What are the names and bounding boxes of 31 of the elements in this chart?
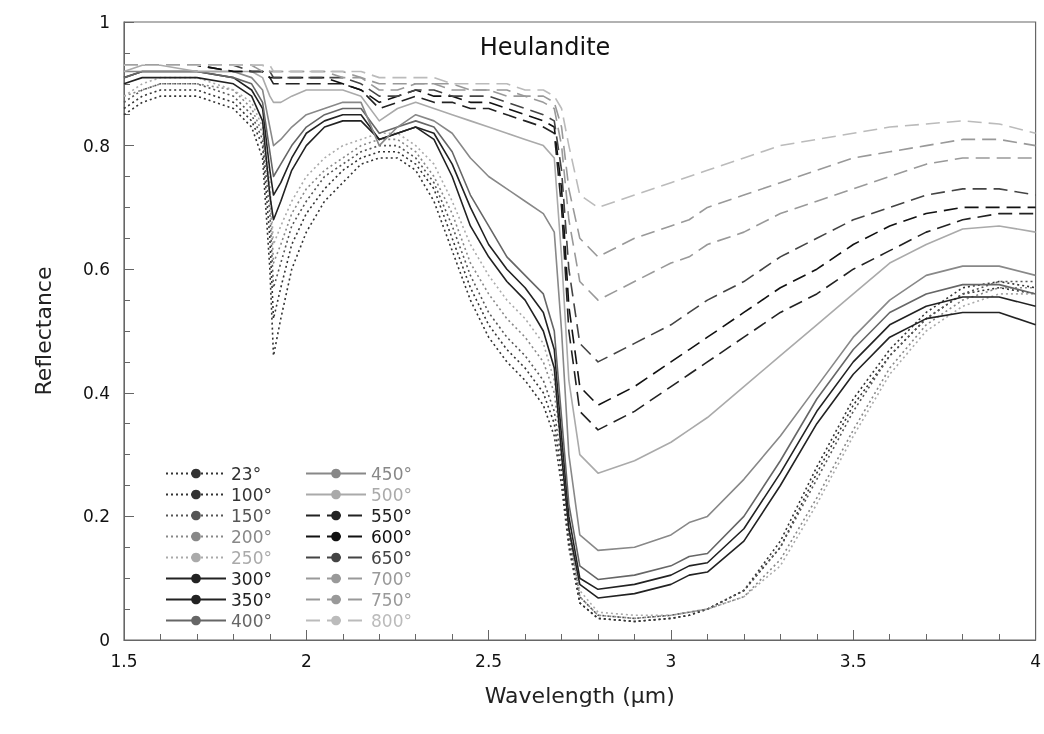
legend-label: 150°	[231, 505, 272, 526]
x-tick-label: 4	[1030, 650, 1042, 671]
text: Heulandite	[479, 33, 611, 61]
legend-label: 400°	[231, 610, 272, 631]
legend-label: 100°	[231, 484, 272, 505]
legend-label: 800°	[371, 610, 412, 631]
legend-label: 250°	[231, 547, 272, 568]
x-tick-label: 3	[665, 650, 677, 671]
y-tick-label: 0.6	[82, 259, 110, 280]
legend-label: 600°	[371, 526, 412, 547]
legend-label: 350°	[231, 589, 272, 610]
legend-label: 23°	[231, 463, 262, 484]
y-tick-label: 0	[99, 630, 110, 650]
y-tick-label: 0.8	[82, 135, 110, 156]
legend-label: 300°	[231, 568, 272, 589]
x-axis-title: Wavelength (µm)	[484, 682, 675, 708]
y-tick-label: 1	[99, 12, 110, 32]
legend-label: 500°	[371, 484, 412, 505]
y-tick-label: 0.4	[82, 382, 110, 403]
legend-label: 450°	[371, 463, 412, 484]
legend-label: 200°	[231, 526, 272, 547]
x-tick-label: 3.5	[839, 650, 867, 671]
x-tick-label: 2	[300, 650, 312, 671]
y-tick-label: 0.2	[82, 506, 110, 527]
legend-label: 700°	[371, 568, 412, 589]
x-tick-label: 2.5	[475, 650, 503, 671]
x-tick-label: 1.5	[110, 650, 138, 671]
legend-label: 750°	[371, 589, 412, 610]
y-axis-title: Reflectance	[30, 266, 56, 396]
legend-label: 650°	[371, 547, 412, 568]
legend-label: 550°	[371, 505, 412, 526]
